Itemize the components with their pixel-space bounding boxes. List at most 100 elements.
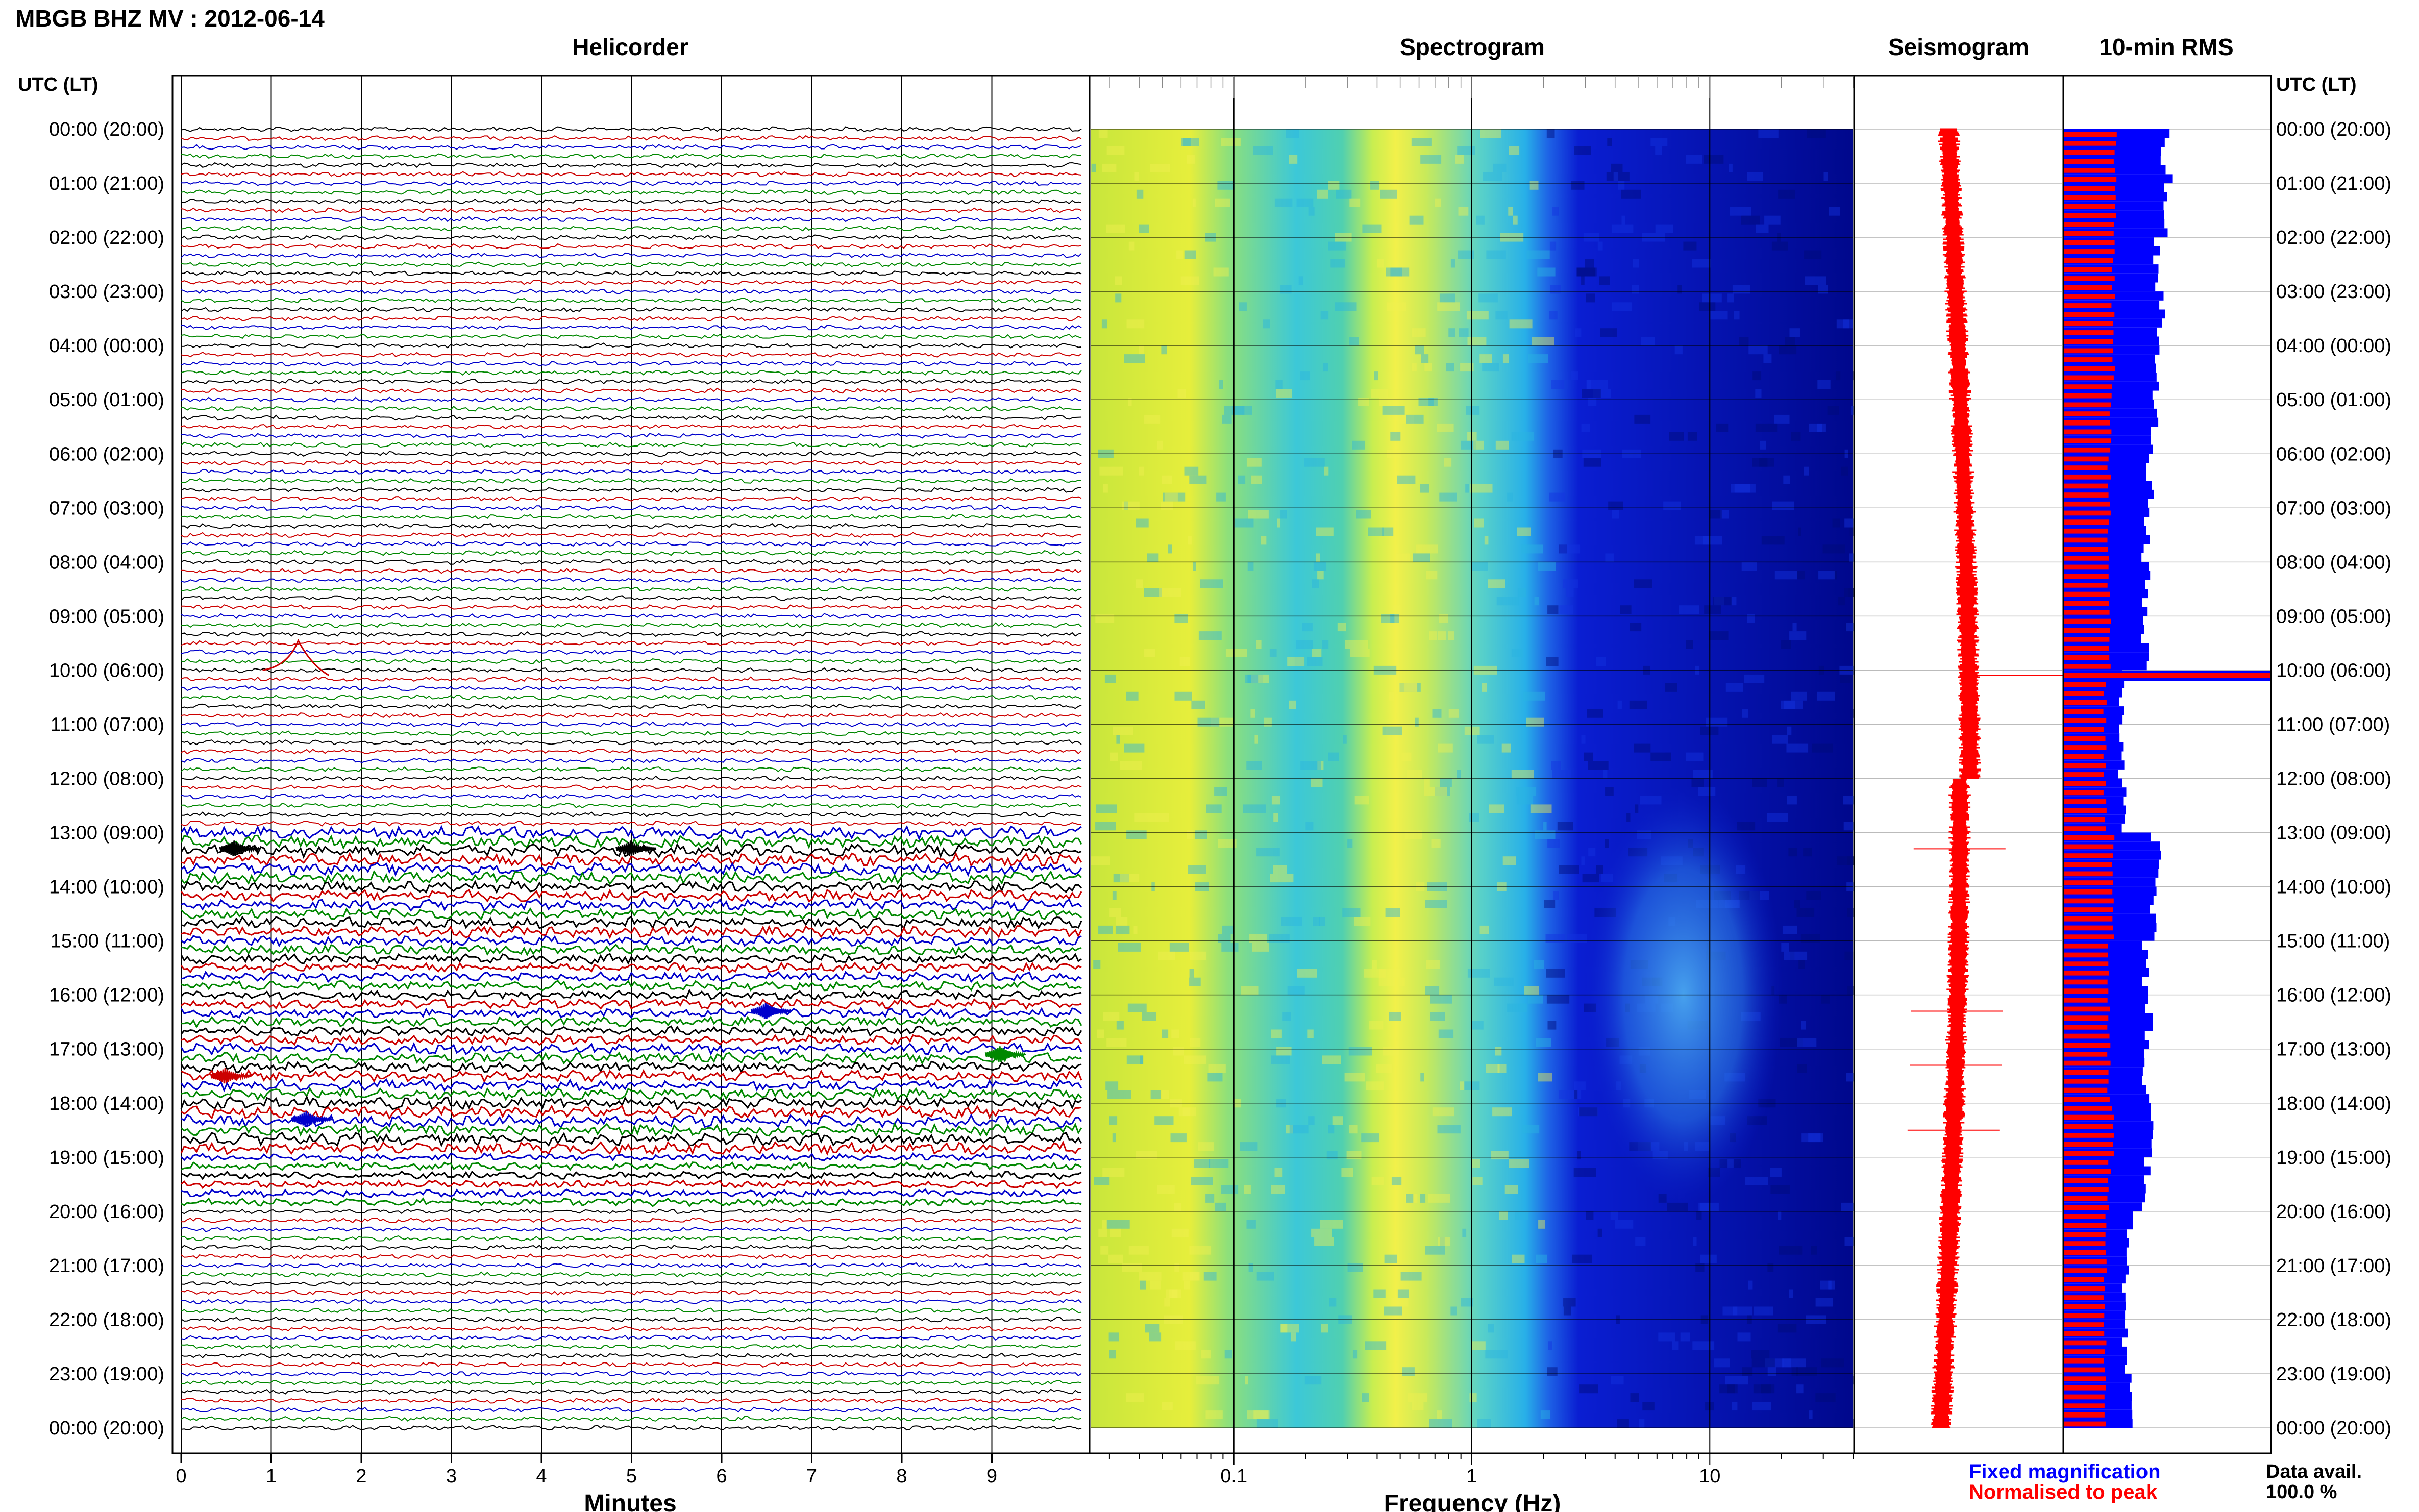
spectrogram-cell — [1438, 743, 1453, 753]
rms-bar-normalised — [2064, 961, 2109, 966]
spectrogram-cell — [1455, 155, 1464, 164]
spectrogram-x-axis: 0.1 1 10 — [1108, 76, 1854, 1487]
spectrogram-cell — [1753, 1384, 1771, 1394]
spectrogram-cell — [1488, 1324, 1494, 1333]
spectrogram-cell — [1188, 865, 1206, 874]
spectrogram-cell — [1610, 1211, 1618, 1220]
spectrogram-cell — [1349, 198, 1361, 207]
hour-label: 15:00 (11:00) — [2276, 931, 2390, 952]
spectrogram-cell — [1448, 709, 1459, 718]
spectrogram-cell — [1549, 492, 1566, 502]
spectrogram-cell — [1337, 623, 1346, 632]
helicorder-trace — [181, 1069, 1082, 1083]
spectrogram-cell — [1641, 337, 1655, 346]
spectrogram-cell — [1150, 163, 1170, 172]
spectrogram-cell — [1472, 1177, 1483, 1185]
rms-bar-normalised — [2064, 321, 2113, 327]
helicorder-trace — [181, 496, 1082, 502]
hour-label: 04:00 (00:00) — [49, 335, 164, 357]
hour-label: 18:00 (14:00) — [2276, 1093, 2391, 1114]
spectrogram-cell — [1317, 761, 1324, 770]
rms-bar-normalised — [2064, 853, 2113, 858]
spectrogram-cell — [1271, 1029, 1282, 1038]
hour-label: 06:00 (02:00) — [49, 443, 164, 465]
spectrogram-cell — [1612, 302, 1633, 311]
spectrogram-cell — [1516, 796, 1533, 805]
rms-bar-normalised — [2064, 1033, 2110, 1039]
helicorder-trace — [181, 980, 1082, 992]
frequency-axis-label: Frequency (Hz) — [1384, 1490, 1561, 1512]
spectrogram-cell — [1758, 129, 1779, 138]
helicorder-trace — [181, 451, 1082, 457]
spectrogram-cell — [1731, 597, 1737, 606]
rms-bar-normalised — [2064, 1060, 2111, 1066]
spectrogram-cell — [1559, 544, 1567, 554]
seismogram-title: Seismogram — [1888, 34, 2029, 60]
spectrogram-cell — [1790, 951, 1795, 960]
rms-bar-normalised — [2064, 1187, 2109, 1192]
rms-bar-normalised — [2064, 637, 2110, 642]
hour-label: 22:00 (18:00) — [2276, 1309, 2391, 1331]
spectrogram-cell — [1216, 492, 1226, 502]
spectrogram-cell — [1198, 1142, 1214, 1151]
spectrogram-cell — [1091, 163, 1096, 172]
rms-bar-normalised — [2064, 465, 2108, 470]
hour-label: 08:00 (04:00) — [2276, 552, 2391, 573]
rms-bar-normalised — [2064, 808, 2107, 813]
spectrogram-cell — [1196, 1376, 1220, 1385]
spectrogram-cell — [1700, 1202, 1711, 1211]
spectrogram-cell — [1559, 865, 1579, 874]
spectrogram-cell — [1680, 1332, 1690, 1342]
spectrogram-cell — [1225, 649, 1247, 657]
spectrogram-cell — [1382, 527, 1394, 536]
spectrogram-cell — [1748, 1280, 1753, 1290]
rms-bar-normalised — [2064, 763, 2106, 769]
spectrogram-cell — [1162, 1029, 1169, 1038]
spectrogram-cell — [1251, 475, 1262, 484]
spectrogram-cell — [1139, 345, 1144, 355]
spectrogram-cell — [1184, 250, 1196, 259]
helicorder-trace — [181, 424, 1082, 430]
spectrogram-cell — [1791, 691, 1807, 701]
rms-bar-normalised — [2064, 213, 2116, 218]
helicorder-trace — [181, 934, 1082, 948]
spectrogram-cell — [1425, 1246, 1445, 1255]
spectrogram-cell — [1801, 1133, 1821, 1143]
spectrogram-cell — [1658, 1332, 1675, 1342]
spectrogram-cell — [1495, 311, 1508, 320]
spectrogram-cell — [1413, 553, 1430, 562]
spectrogram-cell — [1116, 735, 1120, 744]
spectrogram-cell — [1322, 1055, 1341, 1064]
hour-label: 09:00 (05:00) — [49, 606, 164, 627]
spectrogram-cell — [1316, 527, 1334, 536]
spectrogram-cell — [1214, 787, 1227, 796]
spectrogram-cell — [1408, 1393, 1427, 1402]
spectrogram-cell — [1517, 588, 1526, 597]
spectrogram-cell — [1134, 813, 1156, 822]
helicorder-trace — [181, 199, 1082, 205]
rms-bar-normalised — [2064, 709, 2104, 714]
rms-bar-normalised — [2064, 718, 2107, 723]
spectrogram-cell — [1254, 735, 1258, 744]
spectrogram-cell — [1428, 398, 1438, 406]
hour-label: 07:00 (03:00) — [49, 498, 164, 519]
spectrogram-cell — [1630, 623, 1642, 632]
rms-bar-normalised — [2064, 1241, 2106, 1246]
spectrogram-cell — [1438, 1029, 1454, 1038]
hour-label: 20:00 (16:00) — [2276, 1201, 2391, 1223]
hour-label: 10:00 (06:00) — [2276, 660, 2391, 681]
spectrogram-cell — [1271, 796, 1280, 805]
legend-normalised-to-peak: Normalised to peak — [1969, 1481, 2158, 1503]
rms-bar-normalised — [2064, 357, 2113, 362]
spectrogram-cell — [1390, 614, 1395, 623]
helicorder-trace — [181, 433, 1082, 439]
spectrogram-cell — [1460, 1081, 1465, 1090]
spectrogram-cell — [1477, 1419, 1491, 1428]
spectrogram-cell — [1827, 406, 1839, 415]
spectrogram-cell — [1415, 345, 1424, 355]
spectrogram-cell — [1425, 900, 1447, 908]
spectrogram-cell — [1582, 874, 1599, 883]
spectrogram-cell — [1617, 1419, 1629, 1428]
rms-bar-normalised — [2064, 907, 2113, 912]
spectrogram-cell — [1156, 440, 1163, 450]
